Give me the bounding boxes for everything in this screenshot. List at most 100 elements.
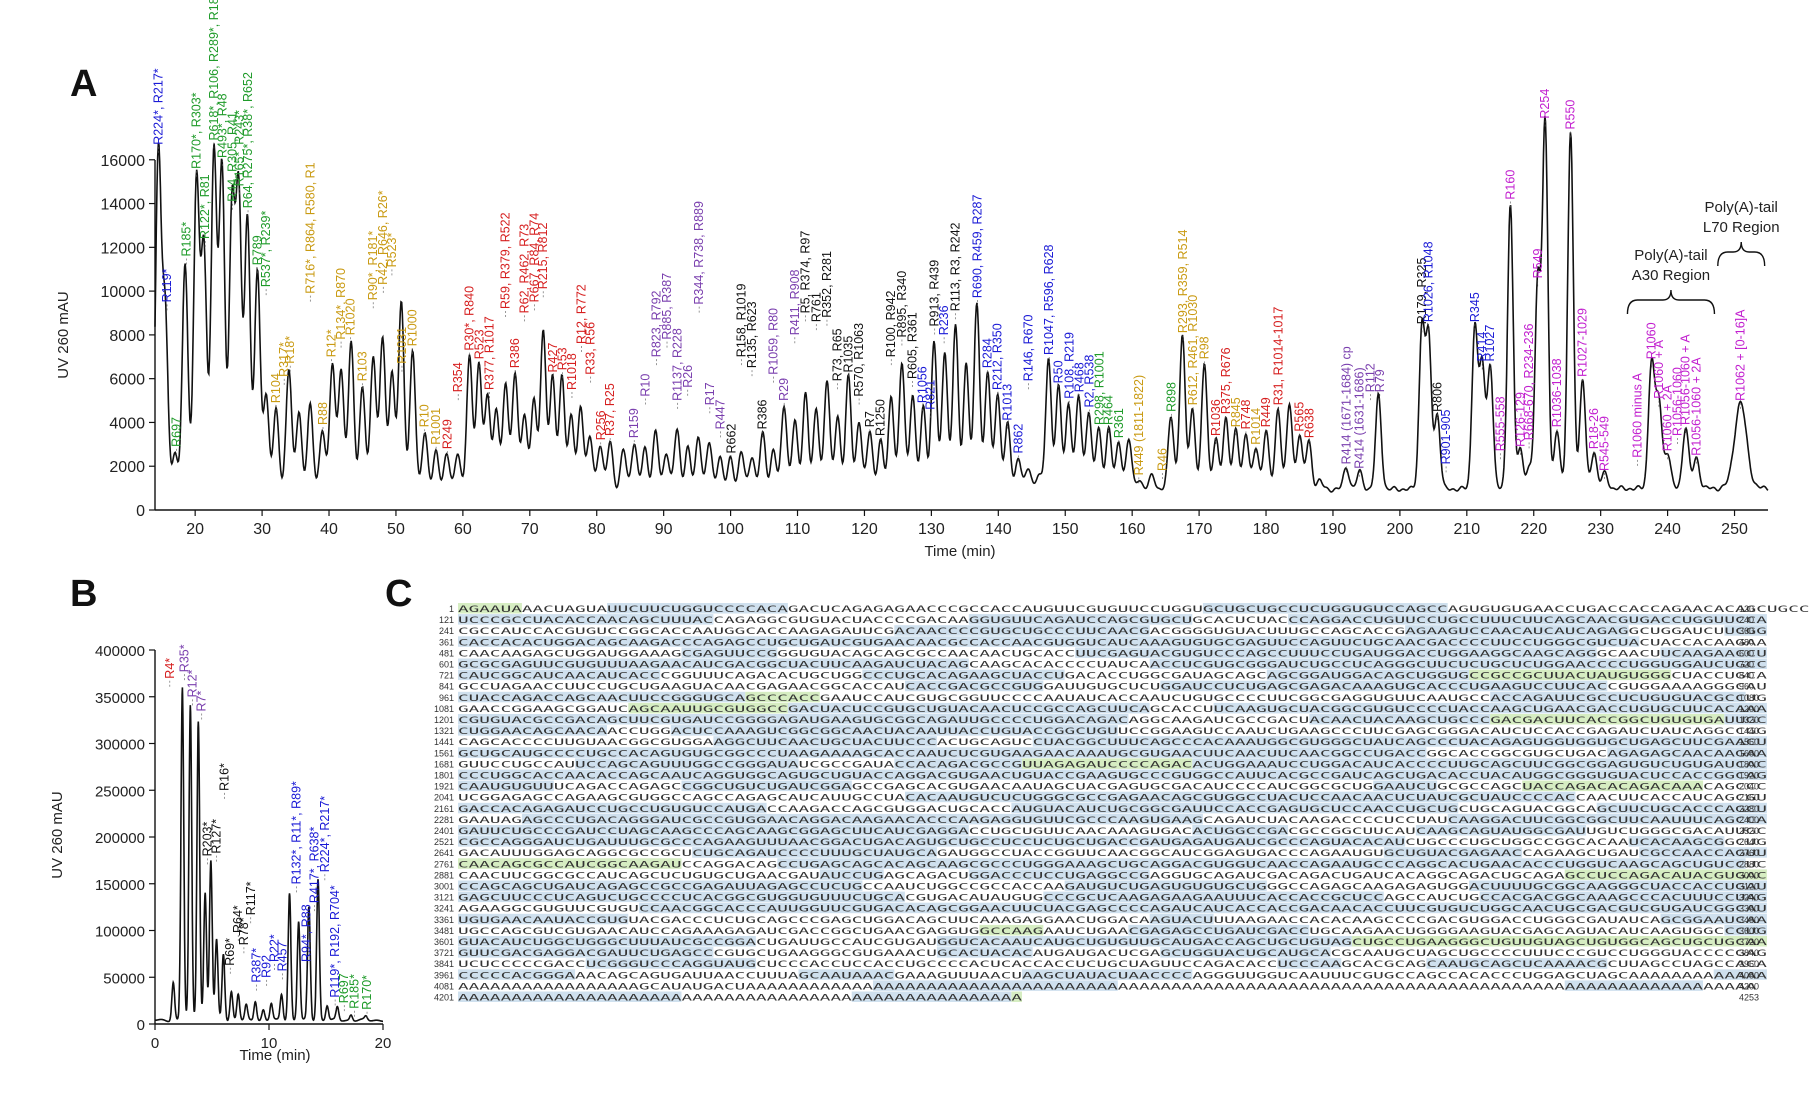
sequence-highlight <box>458 936 607 947</box>
sequence-highlight <box>692 636 937 647</box>
sequence-highlight <box>638 902 746 914</box>
sequence-row-end: 3720 <box>1739 937 1759 947</box>
peak-label: R92 <box>260 955 274 978</box>
sequence-highlight <box>756 747 916 758</box>
sequence-row: CAACAAGAGCUGGAUGGAAAGCGAGUUCCGGGUGUACAGC… <box>458 649 1767 659</box>
x-tick-label: 190 <box>1320 521 1347 538</box>
peak-label: R26 <box>681 365 695 388</box>
sequence-highlight <box>883 658 969 669</box>
peak-label: R913, R439 <box>928 260 942 327</box>
peak-label: R185* <box>180 222 194 257</box>
sequence-row-end: 120 <box>1739 604 1754 614</box>
peak-label: R697 <box>169 417 183 447</box>
sequence-highlight <box>458 836 703 847</box>
peak-label: R414 (1631-1686) <box>1353 367 1367 468</box>
sequence-highlight <box>1724 625 1767 636</box>
peak-label: R179, R325 <box>1415 258 1429 325</box>
sequence-row-start: 3721 <box>434 948 454 958</box>
sequence-highlight <box>1064 880 1267 891</box>
peak-label: R44, R305, R41 <box>226 112 240 202</box>
sequence-row-end: 1200 <box>1739 704 1759 714</box>
sequence-highlight <box>1447 858 1597 869</box>
sequence-row-end: 4080 <box>1739 970 1759 980</box>
y-tick-label: 16000 <box>101 153 146 170</box>
sequence-row: GUUCGACGAGGACGAUUCUGAGCCCGUGCUGAAGGGCGUG… <box>458 949 1767 959</box>
sequence-highlight <box>894 758 1022 769</box>
sequence-highlight <box>1139 791 1384 803</box>
peak-label: R10 <box>639 374 653 397</box>
peak-label: R638 <box>1303 408 1317 438</box>
sequence-row-end: 1440 <box>1739 726 1759 736</box>
peak-label: R537*, R239* <box>259 211 273 288</box>
sequence-highlight <box>1011 991 1022 1002</box>
sequence-highlight <box>575 758 799 769</box>
sequence-highlight <box>1490 714 1725 725</box>
peak-label: R1020 <box>343 298 357 335</box>
sequence-highlight <box>1607 747 1714 758</box>
peak-label: R1137, R228 <box>671 328 685 401</box>
poly-a-region-label: L70 Region <box>1703 219 1780 236</box>
sequence-row-start: 3121 <box>434 893 454 903</box>
sequence-row-end: 1080 <box>1739 693 1759 703</box>
sequence-highlight <box>1724 714 1767 725</box>
sequence-row: GCCUAGAACCUUCCUGCUGAAGUACAACGAGAACGGCACC… <box>458 683 1767 693</box>
peak-label: R50 <box>1052 360 1066 383</box>
peak-label: R1056 <box>916 366 930 403</box>
x-tick-label: 80 <box>588 521 606 538</box>
peak-label: R170* <box>360 975 374 1010</box>
sequence-highlight <box>1288 836 1406 847</box>
peak-label: R386 <box>508 338 522 368</box>
peak-label: R18* <box>283 336 297 364</box>
peak-label: R103 <box>356 351 370 381</box>
peak-label: R1027-1029 <box>1576 308 1590 377</box>
peak-label: R215, R812 <box>536 223 550 290</box>
sequence-highlight <box>458 614 714 625</box>
sequence-highlight <box>1745 902 1767 914</box>
peak-label: R387* <box>250 948 264 983</box>
sequence-highlight <box>1479 680 1608 692</box>
y-tick-label: 250000 <box>95 783 145 800</box>
peak-label: R716*, R864, R580, R1 <box>303 162 317 293</box>
sequence-highlight <box>1426 958 1608 969</box>
peak-label: R1250 <box>874 399 888 436</box>
sequence-highlight <box>1415 614 1587 625</box>
sequence-highlight <box>968 869 1150 880</box>
peak-label: R1001 <box>429 408 443 445</box>
sequence-highlight <box>607 603 788 614</box>
peak-label: R493*, R48 <box>216 93 230 158</box>
sequence-highlight <box>905 858 1076 869</box>
x-tick-label: 60 <box>454 521 472 538</box>
sequence-row-start: 3361 <box>434 915 454 925</box>
sequence-row: GACCACAGAGAUCCUGCCUGUGUCCAUGACCAAGACCAGC… <box>458 805 1767 815</box>
peak-label: R545-549 <box>1598 416 1612 471</box>
sequence-highlight <box>1660 647 1746 658</box>
sequence-highlight <box>681 647 778 658</box>
sequence-row: GCUGCAUGCCCCUGCCACAGUGUGCGGCCCUAAGAAAAGC… <box>458 749 1769 759</box>
sequence-row-end: 3960 <box>1739 959 1759 969</box>
peak-label: R1056-1060 + A <box>1679 334 1693 425</box>
peak-label: R1026, R1048 <box>1422 241 1436 322</box>
sequence-row: UCCCGCCUACACCAACAGCUUUACCAGAGGCGUGUACUAC… <box>458 616 1769 626</box>
peak-label: R212, R350 <box>991 323 1005 390</box>
sequence-highlight <box>670 658 820 669</box>
x-tick-label: 90 <box>655 521 673 538</box>
sequence-highlight <box>670 725 756 736</box>
peak-label: R12* <box>186 669 200 697</box>
sequence-highlight <box>1032 736 1161 747</box>
sequence-highlight <box>905 791 1140 803</box>
sequence-row-start: 1 <box>449 604 454 614</box>
y-tick-label: 2000 <box>109 459 145 476</box>
sequence-row-start: 1681 <box>434 759 454 769</box>
peak-label: R898 <box>1165 382 1179 412</box>
x-tick-label: 0 <box>151 1035 159 1052</box>
sequence-row-end: 1920 <box>1739 771 1759 781</box>
y-tick-label: 14000 <box>101 197 146 214</box>
sequence-highlight <box>458 825 714 836</box>
sequence-row-start: 1081 <box>434 704 454 714</box>
x-tick-label: 150 <box>1052 521 1079 538</box>
peak-label: R354 <box>451 362 465 392</box>
sequence-highlight <box>458 725 607 736</box>
sequence-highlight <box>905 680 1044 692</box>
sequence-highlight <box>1149 913 1214 925</box>
sequence-highlight <box>458 658 671 669</box>
